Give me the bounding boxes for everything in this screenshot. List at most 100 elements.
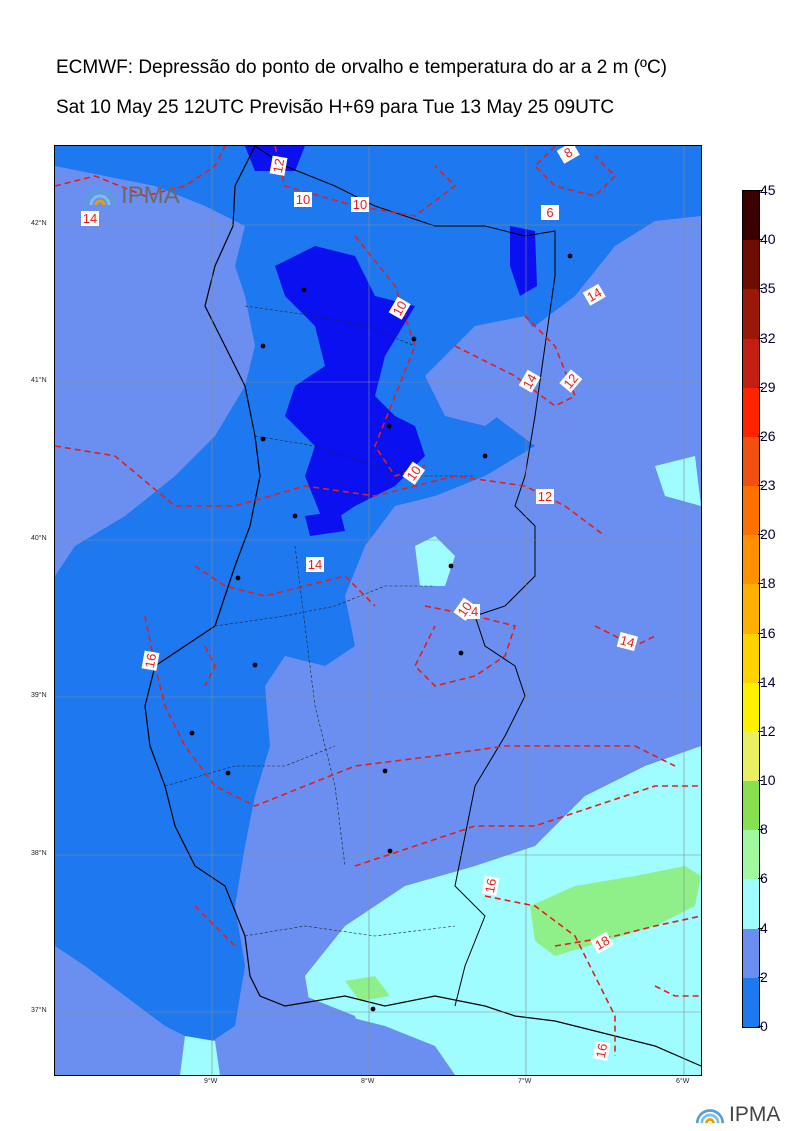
colorbar-tick-mark [758,190,763,191]
contour-label-text: 10 [353,197,367,212]
colorbar-tick-label: 0 [760,1018,768,1034]
colorbar-tick-label: 10 [760,772,776,789]
map-logo-text: IPMA [121,182,180,209]
lat-tick-37: 37°N [31,1007,47,1014]
contour-label: 10 [388,296,411,320]
contour-label: 16 [141,650,160,671]
chart-subtitle: Sat 10 May 25 12UTC Previsão H+69 para T… [56,97,615,118]
contour-label-bg [453,597,477,621]
contour-label-text: 10 [390,298,410,318]
colorbar-tick-label: 35 [760,280,776,297]
colorbar-tick-label: 16 [760,624,776,641]
colorbar-segment [743,977,759,1028]
contour-label-bg [590,931,614,954]
colorbar-tick-mark [758,386,763,388]
contour-label-text: 16 [142,652,159,669]
contour-label-bg [541,205,559,220]
lat-tick-41: 41°N [31,377,47,384]
colorbar-tick-label: 26 [760,427,776,444]
colorbar-tick-mark [758,730,763,732]
lon-tick-7w: 7°W [518,1078,532,1085]
colorbar-tick-mark [758,485,763,487]
city-dot [567,253,573,259]
colorbar-segment [743,387,759,438]
city-dot [260,436,266,442]
contour-label-text: 10 [454,599,475,619]
colorbar-tick-mark [758,632,763,634]
lat-tick-38: 38°N [31,850,47,857]
contour-label-bg [388,296,411,320]
coastline [144,146,701,1067]
colorbar-segment [743,338,759,389]
field-0-2-d [305,511,345,536]
contour-label: 12 [269,155,288,176]
contour-label-bg [306,557,324,572]
contour-label: 14 [306,557,324,572]
colorbar-segment [743,928,759,979]
contour-label: 8 [556,146,580,164]
colorbar-segment [743,584,759,635]
contour-label-bg [481,875,500,896]
colorbar-tick-mark [758,288,763,290]
contour-label-bg [556,146,580,164]
contour-label-bg [518,369,541,393]
colorbar-tick-label: 8 [760,821,768,838]
field-2-4 [55,146,701,1046]
field-8-10-b [345,976,390,1001]
lon-tick-6w: 6°W [676,1078,690,1085]
contour-label: 14 [81,211,99,226]
map-canvas: 12108614101210141210141416141416181610 [55,146,701,1075]
city-dot [301,287,307,293]
contour-label: 16 [481,875,500,896]
contour-label-text: 12 [538,489,552,504]
field-6-8-c [180,1036,220,1075]
contour-label-text: 16 [482,877,499,894]
city-dot [292,513,298,519]
colorbar-tick-label: 29 [760,378,776,395]
contour-label: 6 [541,205,559,220]
colorbar-tick-mark [758,534,763,536]
footer-ipma-logo: IPMA [694,1103,780,1127]
colorbar-segment [743,682,759,733]
colorbar-tick-label: 40 [760,231,776,248]
contour-label: 14 [582,283,606,306]
contour-label: 10 [351,197,369,212]
contour-label: 16 [592,1040,611,1061]
contour-label-text: 14 [584,285,604,305]
contour-label-text: 14 [308,557,322,572]
colorbar-tick-label: 12 [760,722,776,739]
contour-label-bg [351,197,369,212]
colorbar-segment [743,731,759,782]
field-coast-4-6 [255,996,365,1046]
colorbar-tick-label: 20 [760,526,776,543]
colorbar-tick-mark [758,976,763,978]
contour-label: 12 [559,369,583,393]
contour-label-bg [559,369,583,393]
city-dot [260,343,266,349]
contour-label-text: 14 [83,211,97,226]
city-dot [252,662,258,668]
colorbar-segment [743,633,759,684]
colorbar-segment [743,486,759,536]
contour-label-bg [81,211,99,226]
ipma-swirl-icon [84,189,116,206]
colorbar-tick-mark [758,239,763,241]
colorbar-tick-mark [758,927,763,929]
field-8-10 [530,866,701,956]
field-ocean-4-6 [55,206,215,446]
colorbar-segment [743,289,759,340]
city-dot [482,453,488,459]
city-dot [387,848,393,854]
contour-label-bg [269,155,288,176]
city-dot [235,575,241,581]
lat-tick-39: 39°N [31,692,47,699]
contour-label-text: 12 [270,157,287,174]
city-dot [448,563,454,569]
colorbar-segment [743,191,759,241]
contour-label-bg [402,461,426,485]
city-markers [189,253,573,1012]
isotherms [55,146,701,1056]
colorbar-segment [743,240,759,290]
contour-label: 10 [402,461,426,485]
graticule [55,146,701,1075]
